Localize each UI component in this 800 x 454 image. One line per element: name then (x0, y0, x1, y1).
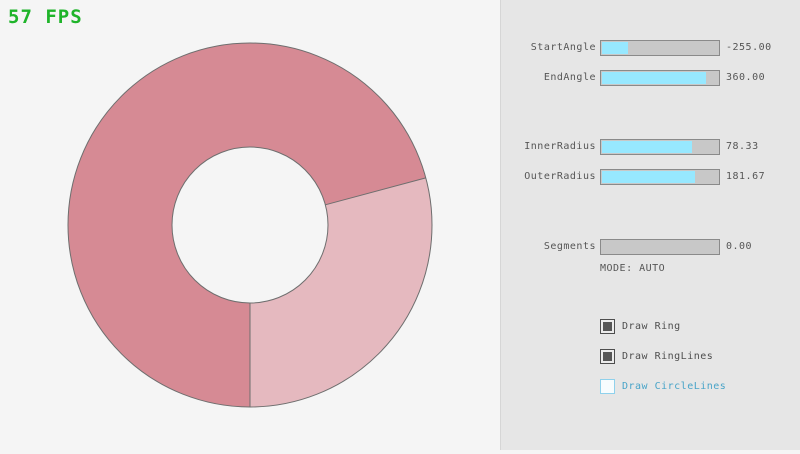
outerradius-value: 181.67 (726, 171, 766, 182)
segments-slider[interactable] (600, 239, 720, 255)
ring-inner-hole (171, 146, 329, 304)
checkbox-label: Draw RingLines (622, 351, 714, 362)
outerradius-label: OuterRadius (524, 171, 596, 182)
endangle-slider[interactable] (600, 70, 720, 86)
ring-light-sector (250, 177, 432, 407)
slider-row-startangle: StartAngle -255.00 (500, 40, 800, 56)
checkbox-draw-ring[interactable]: Draw Ring (600, 319, 780, 335)
checkbox-icon[interactable] (600, 379, 615, 394)
innerradius-value: 78.33 (726, 141, 759, 152)
segments-value: 0.00 (726, 241, 753, 252)
slider-row-endangle: EndAngle 360.00 (500, 70, 800, 86)
endangle-label: EndAngle (543, 72, 596, 83)
startangle-value: -255.00 (726, 42, 772, 53)
checkbox-label: Draw Ring (622, 321, 681, 332)
startangle-slider-fill (602, 42, 628, 54)
innerradius-slider-fill (602, 141, 693, 153)
ring-figure (67, 42, 433, 408)
checkbox-icon[interactable] (600, 349, 615, 364)
slider-row-innerradius: InnerRadius 78.33 (500, 139, 800, 155)
slider-row-segments: Segments 0.00 (500, 239, 800, 255)
outerradius-slider[interactable] (600, 169, 720, 185)
checkbox-draw-ringlines[interactable]: Draw RingLines (600, 349, 780, 365)
slider-row-outerradius: OuterRadius 181.67 (500, 169, 800, 185)
checkbox-draw-circlelines[interactable]: Draw CircleLines (600, 379, 780, 395)
checkbox-label: Draw CircleLines (622, 381, 727, 392)
outerradius-slider-fill (602, 171, 695, 183)
startangle-label: StartAngle (530, 42, 596, 53)
innerradius-label: InnerRadius (524, 141, 596, 152)
innerradius-slider[interactable] (600, 139, 720, 155)
segments-mode-label: MODE: AUTO (600, 263, 666, 274)
startangle-slider[interactable] (600, 40, 720, 56)
fps-counter: 57 FPS (8, 6, 83, 28)
draw-canvas (67, 42, 433, 408)
ring-radial-line-1 (325, 177, 426, 206)
endangle-value: 360.00 (726, 72, 766, 83)
endangle-slider-fill (602, 72, 707, 84)
checkbox-icon[interactable] (600, 319, 615, 334)
segments-label: Segments (543, 241, 596, 252)
